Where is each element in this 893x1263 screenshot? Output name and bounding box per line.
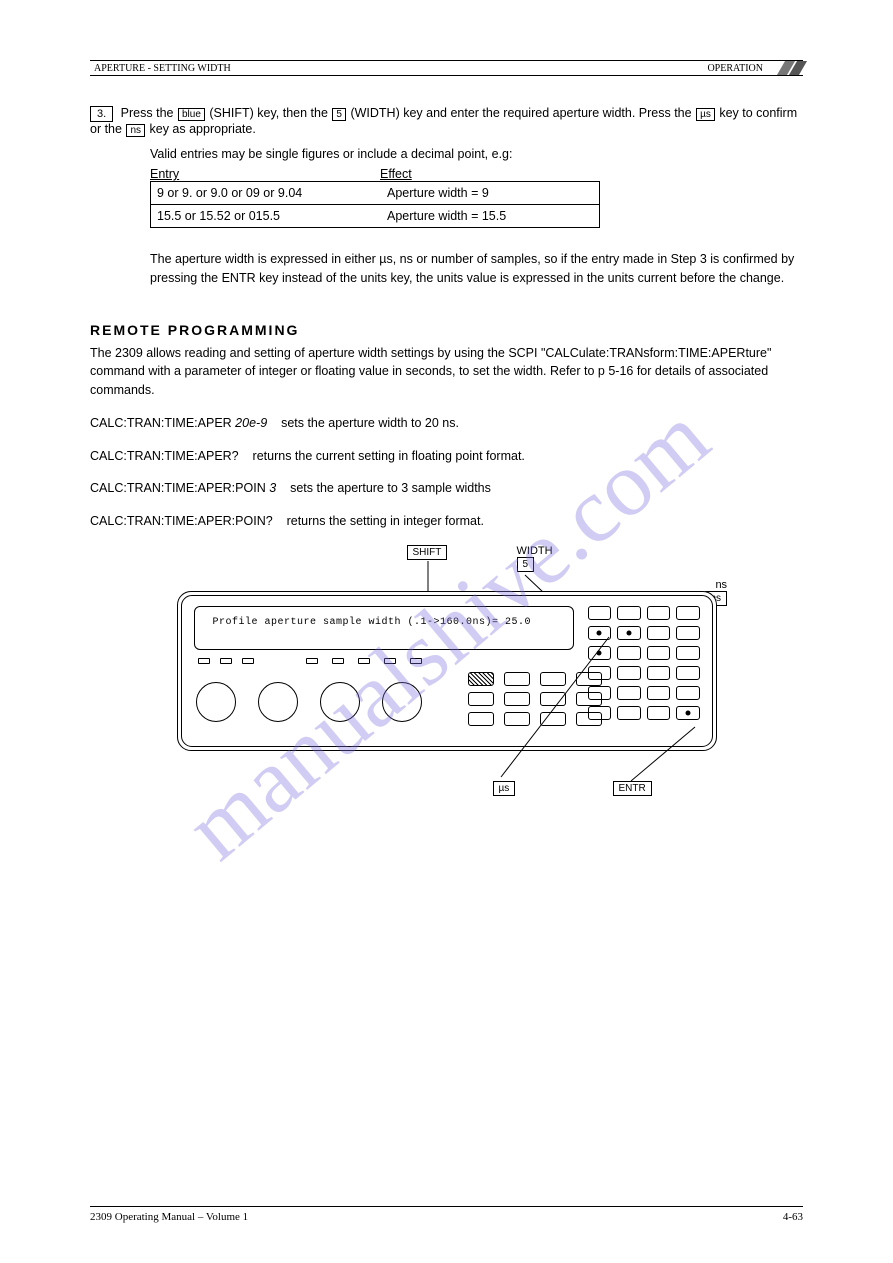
step-number: 3. (90, 106, 113, 122)
header-left: APERTURE - SETTING WIDTH (94, 63, 231, 74)
step-3-note: Valid entries may be single figures or i… (150, 147, 803, 161)
key-5: 5 (332, 108, 346, 121)
led-icon (384, 658, 396, 664)
grid-key (617, 646, 641, 660)
col-effect: Effect (380, 167, 412, 181)
grid-key (647, 706, 671, 720)
led-icon (198, 658, 210, 664)
grid-key-ns (617, 626, 641, 640)
post-table-note: The aperture width is expressed in eithe… (150, 250, 803, 288)
grid-key (647, 686, 671, 700)
shift-key: blue (178, 108, 205, 121)
grid-key (676, 666, 700, 680)
footer-page: 4-63 (783, 1211, 803, 1223)
display-text: Profile aperture sample width (.1->160.0… (213, 617, 565, 628)
entry-effect-table: Entry Effect 9 or 9. or 9.0 or 09 or 9.0… (150, 167, 803, 228)
led-icon (220, 658, 232, 664)
led-icon (242, 658, 254, 664)
dial-icon (382, 682, 422, 722)
key-entr: ENTR (222, 271, 256, 285)
dial-icon (196, 682, 236, 722)
col-entry: Entry (150, 167, 380, 181)
num-key (468, 712, 494, 726)
grid-key (617, 606, 641, 620)
grid-key (676, 606, 700, 620)
led-icon (410, 658, 422, 664)
table-row: 15.5 or 15.52 or 015.5 Aperture width = … (151, 204, 599, 227)
grid-key (647, 666, 671, 680)
grid-key (647, 646, 671, 660)
callout-shift: SHIFT (407, 545, 448, 560)
callout-width-label: WIDTH (517, 545, 553, 557)
grid-key (588, 606, 612, 620)
key-us: µs (696, 108, 715, 121)
shift-key-button (468, 672, 494, 686)
grid-key (676, 626, 700, 640)
dial-icon (258, 682, 298, 722)
section-title: REMOTE PROGRAMMING (90, 322, 803, 338)
grid-key (617, 666, 641, 680)
callout-us: µs (493, 781, 516, 796)
grid-key (617, 706, 641, 720)
led-icon (306, 658, 318, 664)
grid-key-entr (676, 706, 700, 720)
grid-key (647, 606, 671, 620)
header-bar: APERTURE - SETTING WIDTH OPERATION (90, 60, 803, 76)
led-icon (332, 658, 344, 664)
led-icon (358, 658, 370, 664)
header-right: OPERATION (707, 63, 763, 74)
page-footer: 2309 Operating Manual – Volume 1 4-63 (90, 1206, 803, 1223)
callout-ns-label: ns (715, 579, 727, 591)
footer-manual: 2309 Operating Manual – Volume 1 (90, 1211, 248, 1223)
device-panel-diagram: SHIFT WIDTH 5 ns ns Profile aperture sam… (177, 591, 717, 751)
table-row: 9 or 9. or 9.0 or 09 or 9.04 Aperture wi… (151, 182, 599, 204)
key-ns: ns (126, 124, 145, 137)
section-body: The 2309 allows reading and setting of a… (90, 344, 803, 531)
dial-icon (320, 682, 360, 722)
step-3: 3. Press the blue (SHIFT) key, then the … (90, 106, 803, 137)
num-key (468, 692, 494, 706)
grid-key (676, 646, 700, 660)
grid-key (617, 686, 641, 700)
grid-key (647, 626, 671, 640)
callout-5: 5 (517, 557, 535, 572)
grid-key (676, 686, 700, 700)
